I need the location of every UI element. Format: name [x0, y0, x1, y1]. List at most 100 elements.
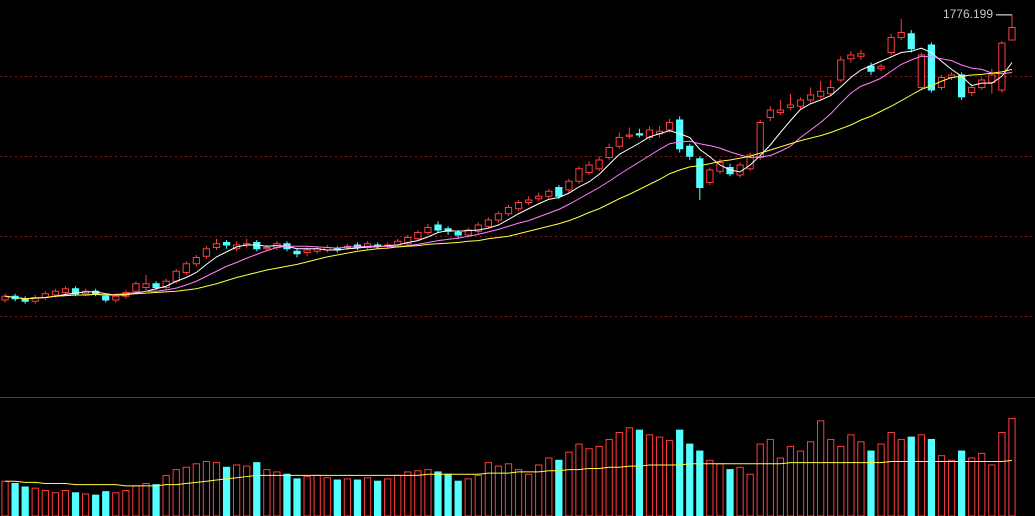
volume-bar	[273, 471, 281, 516]
volume-bar	[514, 469, 523, 516]
candle-body	[565, 180, 573, 191]
volume-bar	[1, 480, 9, 516]
volume-bar	[41, 489, 49, 516]
candle-body	[31, 297, 39, 302]
candle-body	[696, 158, 704, 188]
volume-bar	[575, 443, 583, 516]
candle-body	[464, 229, 472, 236]
volume-bar	[504, 463, 513, 516]
candle-body	[212, 243, 221, 248]
ma-line	[4, 55, 1013, 300]
volume-bar	[927, 438, 936, 516]
volume-bar	[11, 483, 19, 516]
candle-body	[635, 133, 644, 136]
volume-bar	[897, 438, 905, 516]
volume-bar	[444, 473, 452, 516]
volume-bar	[837, 445, 845, 516]
candle-body	[988, 74, 996, 83]
high-label: 1776.199	[943, 7, 993, 21]
candle-body	[494, 213, 503, 221]
volume-bar	[817, 420, 825, 516]
volume-bar	[585, 448, 593, 516]
volume-bar	[253, 462, 261, 516]
candle-body	[545, 190, 553, 197]
volume-bar	[61, 489, 70, 516]
volume-bar	[454, 480, 462, 516]
candle-body	[293, 250, 301, 255]
volume-bar	[565, 451, 573, 516]
volume-bar	[907, 436, 915, 516]
volume-bar	[333, 479, 341, 516]
volume-bar	[716, 463, 724, 516]
volume-bar	[132, 485, 140, 516]
volume-bar	[957, 450, 966, 516]
volume-bar	[464, 478, 472, 516]
candle-body	[676, 119, 684, 150]
candle-body	[927, 44, 936, 91]
volume-bar	[665, 440, 674, 516]
volume-bar	[484, 462, 492, 516]
volume-bar	[414, 470, 422, 516]
volume-bar	[233, 464, 241, 516]
candle-body	[615, 137, 623, 147]
volume-ma-line	[5, 459, 1013, 487]
volume-bar	[988, 464, 996, 516]
candle-body	[776, 109, 784, 113]
candle-body	[756, 122, 764, 158]
candle-body	[535, 195, 543, 200]
candle-body	[957, 74, 966, 98]
candle-body	[484, 219, 492, 227]
candle-body	[132, 283, 140, 292]
volume-bar	[1008, 418, 1016, 516]
candle-body	[404, 237, 412, 245]
volume-bar	[706, 459, 714, 516]
candle-body	[817, 90, 825, 97]
volume-bar	[283, 473, 291, 516]
candle-body	[424, 227, 432, 233]
candle-body	[877, 65, 885, 70]
volume-bar	[263, 469, 271, 516]
volume-bar	[877, 443, 885, 516]
candle-body	[625, 134, 633, 137]
volume-bar	[806, 441, 815, 516]
volume-bar	[212, 462, 221, 516]
candle-body	[192, 257, 200, 265]
candle-body	[504, 207, 513, 215]
volume-bar	[887, 431, 895, 516]
candle-body	[867, 65, 875, 72]
candle-body	[585, 164, 593, 173]
volume-bar	[746, 473, 754, 516]
volume-bar	[978, 452, 986, 516]
volume-bar	[726, 469, 734, 516]
volume-bar	[847, 434, 855, 516]
volume-bar	[696, 450, 704, 516]
ma-line	[4, 47, 1013, 300]
volume-bar	[323, 477, 331, 516]
volume-bar	[525, 473, 533, 516]
volume-bar	[353, 479, 362, 516]
volume-bar	[635, 429, 644, 516]
volume-bar	[363, 477, 372, 516]
volume-bar	[51, 492, 60, 516]
candle-body	[575, 168, 583, 182]
volume-bar	[645, 434, 654, 516]
candle-body	[847, 54, 855, 60]
volume-bar	[756, 443, 764, 516]
candle-body	[857, 53, 865, 57]
volume-bar	[786, 445, 795, 516]
candle-body	[968, 87, 976, 93]
candle-body	[61, 288, 70, 293]
volume-bar	[404, 471, 412, 516]
candle-body	[152, 283, 160, 288]
volume-bar	[494, 465, 503, 516]
candle-body	[142, 283, 150, 288]
candle-body	[917, 54, 925, 88]
candle-body	[665, 122, 674, 131]
volume-bar	[474, 474, 482, 516]
volume-bar	[31, 487, 39, 516]
volume-bar	[313, 474, 321, 516]
volume-bar	[686, 443, 694, 516]
candle-body	[514, 202, 523, 210]
